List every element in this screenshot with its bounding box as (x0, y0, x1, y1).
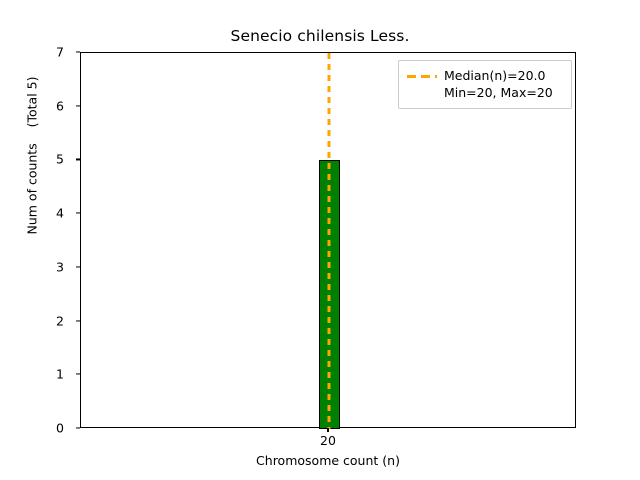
y-axis-tick-labels: 0 1 2 3 4 5 6 7 (0, 45, 74, 436)
legend-label-median: Median(n)=20.0 (444, 68, 546, 83)
x-tick-label: 20 (320, 433, 336, 448)
legend-label: Median(n)=20.0 Min=20, Max=20 (444, 67, 563, 101)
y-tick-label: 3 (56, 259, 64, 275)
y-tick-mark (76, 266, 80, 268)
plot-area (80, 52, 576, 429)
y-tick-label: 6 (56, 98, 64, 114)
x-axis-tick-marks (80, 428, 576, 436)
y-tick-label: 2 (56, 313, 64, 329)
y-tick-mark (76, 373, 80, 375)
y-tick-mark (76, 51, 80, 53)
legend-label-minmax: Min=20, Max=20 (444, 85, 553, 100)
x-axis-tick-labels: 20 (80, 433, 576, 453)
y-tick-label: 4 (56, 205, 64, 221)
y-tick-mark (76, 158, 80, 160)
y-tick-label: 7 (56, 44, 64, 60)
legend-dashed-line-icon (407, 68, 437, 85)
x-axis-label: Chromosome count (n) (256, 453, 400, 468)
chart-legend: Median(n)=20.0 Min=20, Max=20 (398, 60, 572, 109)
y-tick-mark (76, 427, 80, 429)
y-axis-tick-marks (0, 51, 80, 429)
y-tick-label: 0 (56, 420, 64, 436)
chart-title: Senecio chilensis Less. (230, 27, 410, 45)
median-line (327, 53, 331, 429)
x-tick-mark (327, 428, 329, 432)
y-tick-label: 1 (56, 366, 64, 382)
y-tick-label: 5 (56, 151, 64, 167)
y-tick-mark (76, 320, 80, 322)
y-tick-mark (76, 105, 80, 107)
y-tick-mark (76, 212, 80, 214)
